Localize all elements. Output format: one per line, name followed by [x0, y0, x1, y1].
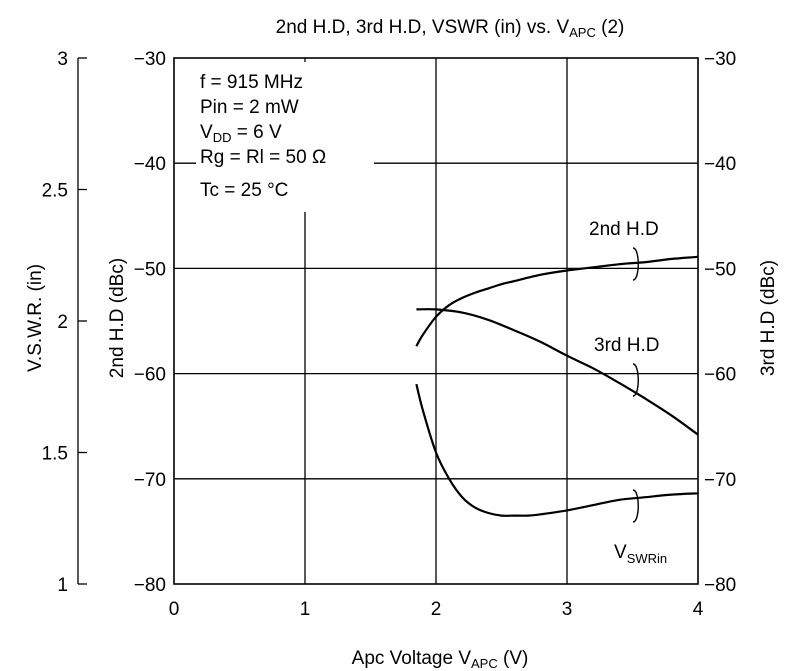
series-line-3rd-hd [416, 308, 699, 436]
axes [77, 57, 699, 585]
condition-temperature: Tc = 25 °C [200, 180, 288, 201]
y-tick-label-right: −40 [704, 154, 736, 175]
x-tick-label: 1 [300, 599, 311, 620]
y-tick-label-right: −80 [704, 575, 736, 596]
x-axis-label-subscript: APC [471, 656, 498, 671]
x-axis-label: Apc Voltage VAPC (V) [352, 648, 529, 671]
y-tick-label-right: −30 [704, 49, 736, 70]
y-tick-label-right: −50 [704, 259, 736, 280]
chart-title-suffix: (2) [596, 17, 625, 38]
y-tick-label-left: −50 [134, 259, 166, 280]
condition-vdd: VDD = 6 V [200, 122, 282, 145]
x-tick-label: 4 [693, 599, 704, 620]
condition-impedance: Rg = Rl = 50 Ω [200, 147, 326, 168]
vswr-tick-label: 1.5 [42, 444, 68, 465]
x-tick-label: 3 [562, 599, 573, 620]
y-axis-label-left: 2nd H.D (dBc) [107, 258, 128, 378]
conditions-block: f = 915 MHz Pin = 2 mW VDD = 6 V Rg = Rl… [200, 72, 326, 201]
label-vswr: VSWRin [614, 542, 667, 566]
tick-labels: −30 −30−40 −40−50 −50−60 −60−70 −70−80 −800 1 2 3… [42, 49, 737, 620]
y-tick-label-right: −70 [704, 470, 736, 491]
y-tick-label-right: −60 [704, 365, 736, 386]
label-vswr-main: V [614, 542, 627, 563]
y-axis-label-right: 3rd H.D (dBc) [758, 260, 779, 376]
chart-title: 2nd H.D, 3rd H.D, VSWR (in) vs. VAPC (2) [276, 17, 625, 40]
condition-pin: Pin = 2 mW [200, 97, 299, 118]
condition-frequency: f = 915 MHz [200, 72, 303, 93]
x-axis-label-main: Apc Voltage V [352, 648, 472, 669]
label-vswr-subscript: SWRin [627, 551, 667, 566]
vswr-tick-label: 2.5 [42, 181, 68, 202]
y-tick-label-left: −30 [134, 49, 166, 70]
bracket-vswr [632, 489, 639, 523]
series-line-vswr [415, 383, 699, 517]
label-3rd-hd: 3rd H.D [594, 335, 659, 356]
vswr-tick-label: 2 [57, 312, 68, 333]
label-2nd-hd: 2nd H.D [589, 219, 659, 240]
y-axis-label-vswr: V.S.W.R. (in) [25, 264, 46, 372]
x-axis-label-suffix: (V) [498, 648, 529, 669]
condition-vdd-subscript: DD [213, 130, 232, 145]
y-tick-label-left: −70 [134, 470, 166, 491]
series-brackets [632, 247, 639, 523]
series-lines [415, 255, 699, 517]
chart-title-main: 2nd H.D, 3rd H.D, VSWR (in) vs. V [276, 17, 570, 38]
bracket-3rd-hd [632, 363, 639, 397]
condition-vdd-value: = 6 V [231, 122, 281, 143]
y-tick-label-left: −40 [134, 154, 166, 175]
conditions-background [196, 62, 374, 212]
bracket-2nd-hd [632, 247, 639, 281]
vswr-tick-label: 1 [57, 575, 68, 596]
x-tick-label: 2 [431, 599, 442, 620]
y-tick-label-left: −60 [134, 365, 166, 386]
y-tick-label-left: −80 [134, 575, 166, 596]
series-line-2nd-hd [415, 255, 699, 347]
condition-vdd-main: V [200, 122, 213, 143]
plot-frame [173, 57, 699, 585]
chart-title-subscript: APC [569, 25, 596, 40]
vswr-tick-label: 3 [57, 49, 68, 70]
x-tick-label: 0 [169, 599, 180, 620]
